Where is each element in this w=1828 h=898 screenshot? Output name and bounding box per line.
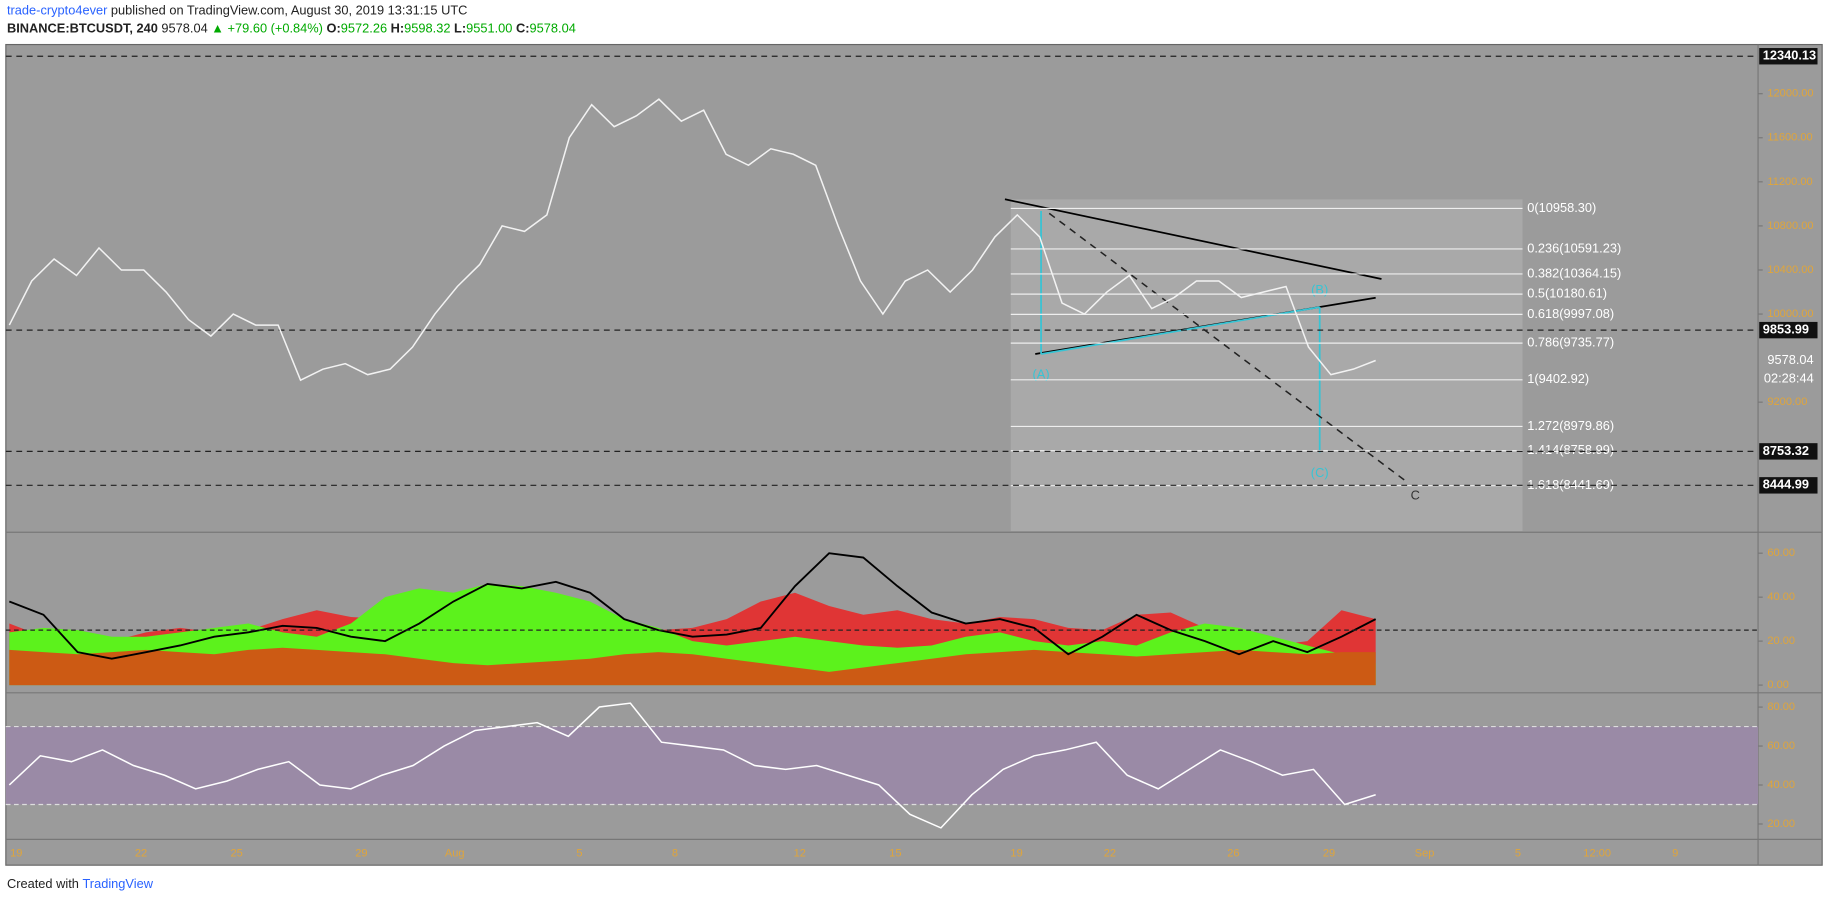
symbol-line: BINANCE:BTCUSDT, 240 9578.04 ▲ +79.60 (+…: [7, 21, 576, 36]
price-label-box: [1759, 48, 1818, 65]
trendline: [1004, 198, 1382, 280]
indicator-area: [9, 647, 1376, 686]
y-tick-label: 11200.00: [1767, 176, 1812, 188]
x-tick-label: 25: [231, 847, 243, 859]
last: 9578.04: [161, 21, 207, 36]
fib-label: 0.786(9735.77): [1527, 335, 1614, 350]
y-tick-label: 40.00: [1767, 591, 1795, 603]
symbol: BINANCE:BTCUSDT, 240: [7, 21, 158, 36]
wave-label: (A): [1033, 367, 1050, 382]
fib-label: 0.618(9997.08): [1527, 306, 1614, 321]
price-label: 9853.99: [1763, 321, 1809, 336]
x-tick-label: 8: [672, 847, 678, 859]
wave-label: (C): [1311, 465, 1329, 480]
x-tick-label: 26: [1227, 847, 1239, 859]
x-tick-label: 12:00: [1583, 847, 1611, 859]
y-tick-label: 10800.00: [1767, 220, 1813, 232]
wave-line: [1040, 306, 1320, 355]
x-tick-label: 22: [1104, 847, 1116, 859]
target-label: C: [1411, 487, 1420, 502]
fib-label: 0.236(10591.23): [1527, 240, 1621, 255]
rsi-band: [5, 726, 1759, 805]
y-tick-label: 40.00: [1767, 779, 1795, 791]
open: 9572.26: [341, 21, 387, 36]
y-tick-label: 10400.00: [1767, 264, 1813, 276]
y-tick-label: 12000.00: [1767, 88, 1813, 100]
x-tick-label: Aug: [445, 847, 465, 859]
x-tick-label: 15: [889, 847, 901, 859]
y-tick-label: 0.00: [1767, 679, 1789, 691]
price-label: 8444.99: [1763, 477, 1809, 492]
y-tick-label: 20.00: [1767, 818, 1795, 830]
author: trade-crypto4ever: [7, 3, 108, 18]
y-tick-label: 9200.00: [1767, 396, 1807, 408]
last-price: 9578.04: [1767, 352, 1813, 367]
price-label: 12340.13: [1763, 48, 1816, 63]
fib-label: 1(9402.92): [1527, 371, 1589, 386]
low: 9551.00: [466, 21, 512, 36]
price-label-box: [1759, 443, 1818, 460]
footer: Created with TradingView: [7, 876, 154, 891]
x-tick-label: 22: [135, 847, 147, 859]
close: 9578.04: [530, 21, 576, 36]
fib-label: 1.414(8758.99): [1527, 442, 1614, 457]
fib-label: 0.5(10180.61): [1527, 286, 1607, 301]
y-tick-label: 11600.00: [1767, 132, 1812, 144]
fib-label: 1.618(8441.69): [1527, 477, 1614, 492]
l-label: L:: [454, 21, 466, 36]
o-label: O:: [327, 21, 341, 36]
price-label: 8753.32: [1763, 443, 1809, 458]
y-tick-label: 60.00: [1767, 740, 1795, 752]
y-tick-label: 20.00: [1767, 635, 1795, 647]
x-tick-label: 19: [10, 847, 22, 859]
y-tick-label: 80.00: [1767, 701, 1795, 713]
fib-label: 0.382(10364.15): [1527, 265, 1621, 280]
change: ▲ +79.60 (+0.84%): [211, 21, 323, 36]
footer-brand[interactable]: TradingView: [82, 876, 153, 891]
price-label-box: [1759, 321, 1818, 339]
h-label: H:: [391, 21, 405, 36]
wave-label: (B): [1311, 282, 1328, 297]
published: published on TradingView.com, August 30,…: [111, 3, 468, 18]
x-tick-label: 29: [1323, 847, 1335, 859]
x-tick-label: 12: [794, 847, 806, 859]
c-label: C:: [516, 21, 530, 36]
header-line: trade-crypto4ever published on TradingVi…: [7, 3, 467, 18]
footer-text: Created with: [7, 876, 79, 891]
x-tick-label: 5: [576, 847, 582, 859]
x-tick-label: 9: [1672, 847, 1678, 859]
price-line-series: [8, 98, 1376, 382]
high: 9598.32: [404, 21, 450, 36]
price-label-box: [1759, 477, 1818, 494]
y-tick-label: 10000.00: [1767, 308, 1813, 320]
x-tick-label: 5: [1515, 847, 1521, 859]
x-tick-label: Sep: [1415, 847, 1435, 859]
fib-label: 0(10958.30): [1527, 200, 1596, 215]
indicator-line: [8, 552, 1377, 660]
projection-line: [1048, 212, 1409, 484]
y-tick-label: 60.00: [1767, 547, 1795, 559]
x-tick-label: 29: [355, 847, 367, 859]
x-tick-label: 19: [1010, 847, 1022, 859]
fib-label: 1.272(8979.86): [1527, 418, 1614, 433]
price-line-series: [8, 702, 1376, 829]
countdown: 02:28:44: [1764, 371, 1814, 386]
